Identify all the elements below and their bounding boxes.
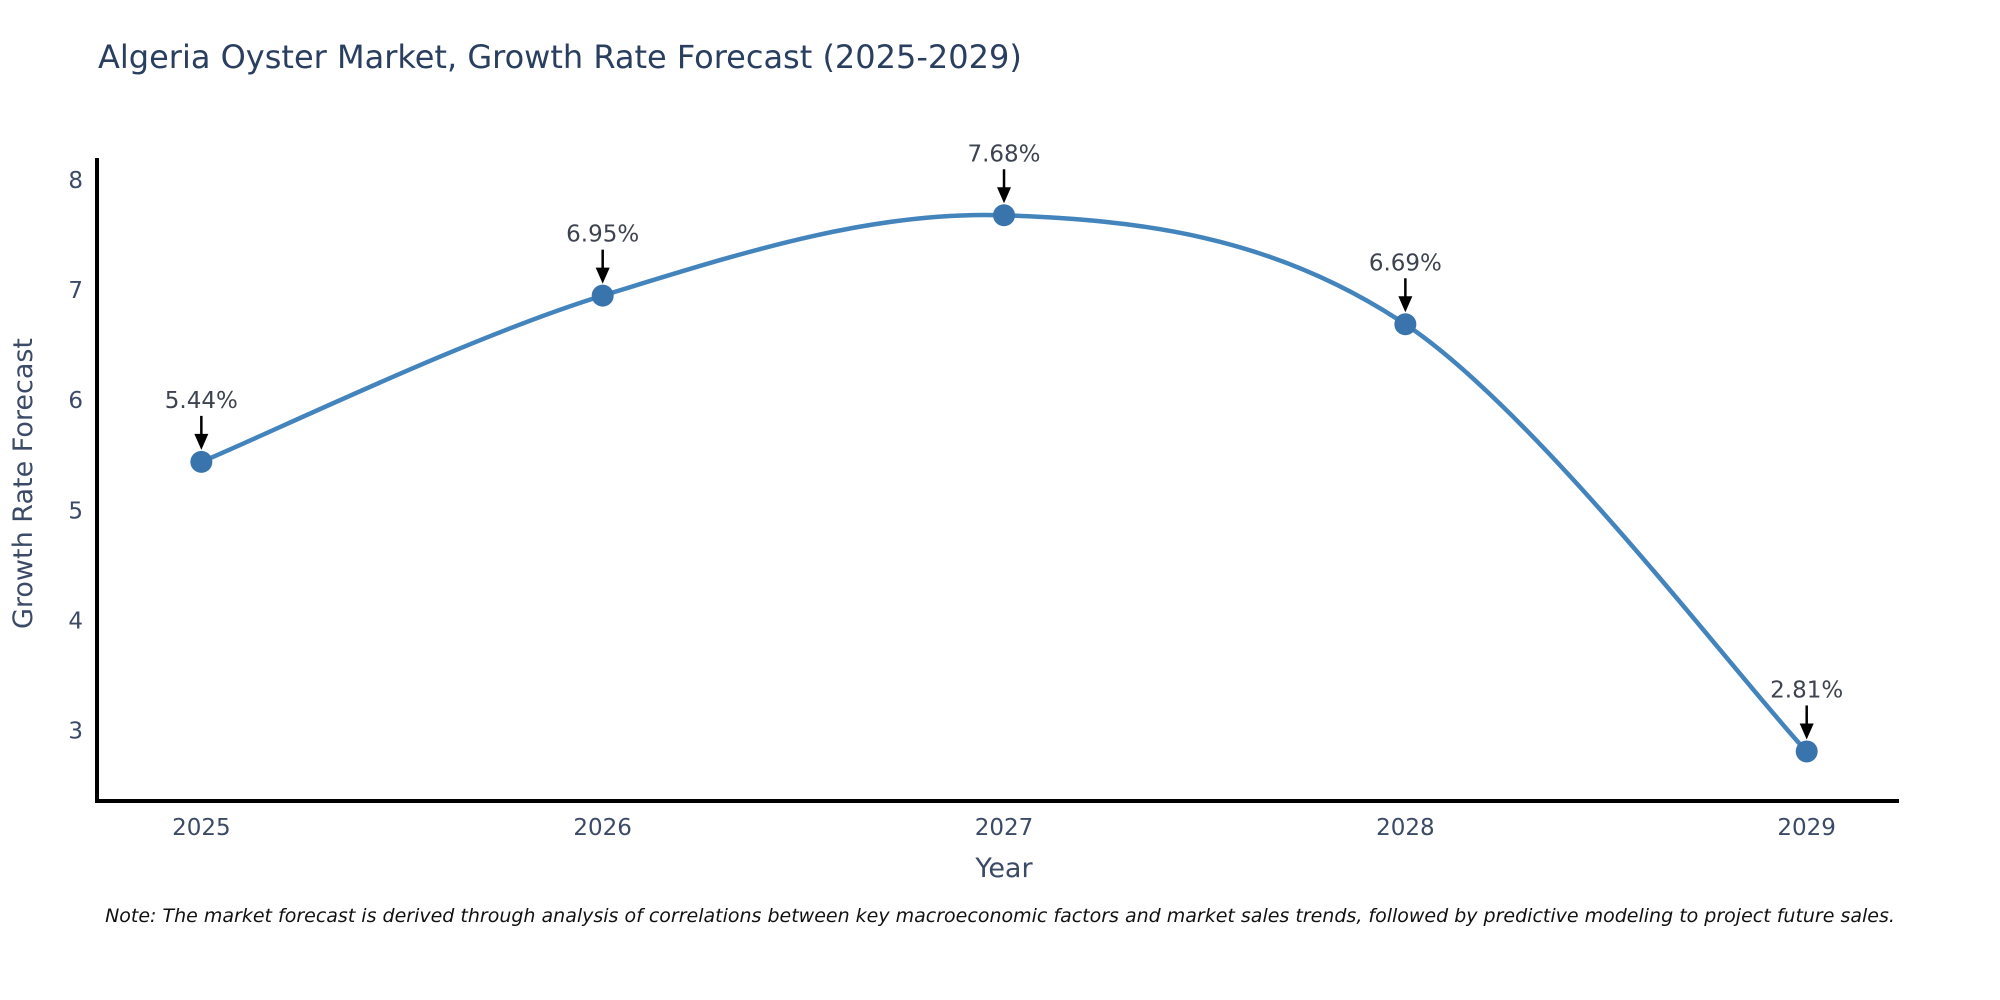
x-axis-title: Year [974, 853, 1033, 884]
annotation-arrow-head [194, 433, 209, 450]
x-tick-label: 2027 [975, 815, 1034, 841]
y-tick-label: 6 [68, 388, 83, 414]
data-point-marker [993, 204, 1016, 227]
footnote-text: Note: The market forecast is derived thr… [105, 905, 1895, 927]
y-axis-title: Growth Rate Forecast [8, 338, 39, 629]
x-tick-label: 2028 [1376, 815, 1435, 841]
annotation-arrow-head [1398, 296, 1413, 313]
data-point-marker [591, 284, 614, 307]
y-tick-label: 4 [68, 608, 83, 634]
data-point-marker [1795, 740, 1818, 763]
forecast-line [199, 212, 1809, 754]
annotation-label: 7.68% [967, 141, 1040, 167]
annotation-label: 6.69% [1369, 250, 1442, 276]
x-tick-label: 2026 [573, 815, 632, 841]
x-tick-label: 2025 [172, 815, 231, 841]
y-tick-label: 3 [68, 719, 83, 745]
chart-title: Algeria Oyster Market, Growth Rate Forec… [98, 38, 1022, 76]
x-tick-label: 2029 [1777, 815, 1836, 841]
annotation-arrow-head [595, 267, 610, 284]
y-tick-label: 8 [68, 168, 83, 194]
annotation-label: 5.44% [165, 388, 238, 414]
y-tick-label: 5 [68, 498, 83, 524]
annotation-label: 2.81% [1770, 677, 1843, 703]
annotation-arrow-head [997, 187, 1012, 204]
data-point-marker [1394, 313, 1417, 336]
annotation-arrow-head [1799, 723, 1814, 740]
annotation-label: 6.95% [566, 222, 639, 248]
y-tick-label: 7 [68, 278, 83, 304]
data-point-marker [190, 450, 213, 473]
